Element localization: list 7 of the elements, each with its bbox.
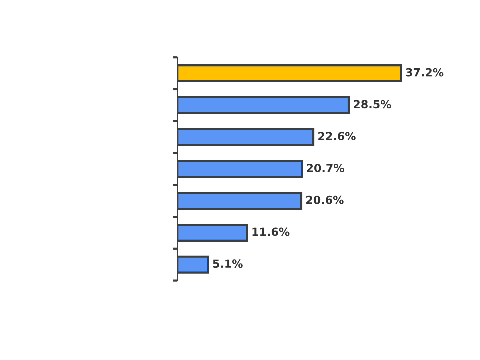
data-label: 11.6% <box>252 228 290 236</box>
data-label: 20.6% <box>306 196 344 204</box>
data-label: 20.7% <box>307 164 344 172</box>
data-label: 28.5% <box>354 100 392 109</box>
data-label: 5.1% <box>213 260 243 268</box>
data-label: 22.6% <box>318 132 356 141</box>
data-label: 37.2% <box>406 68 444 77</box>
